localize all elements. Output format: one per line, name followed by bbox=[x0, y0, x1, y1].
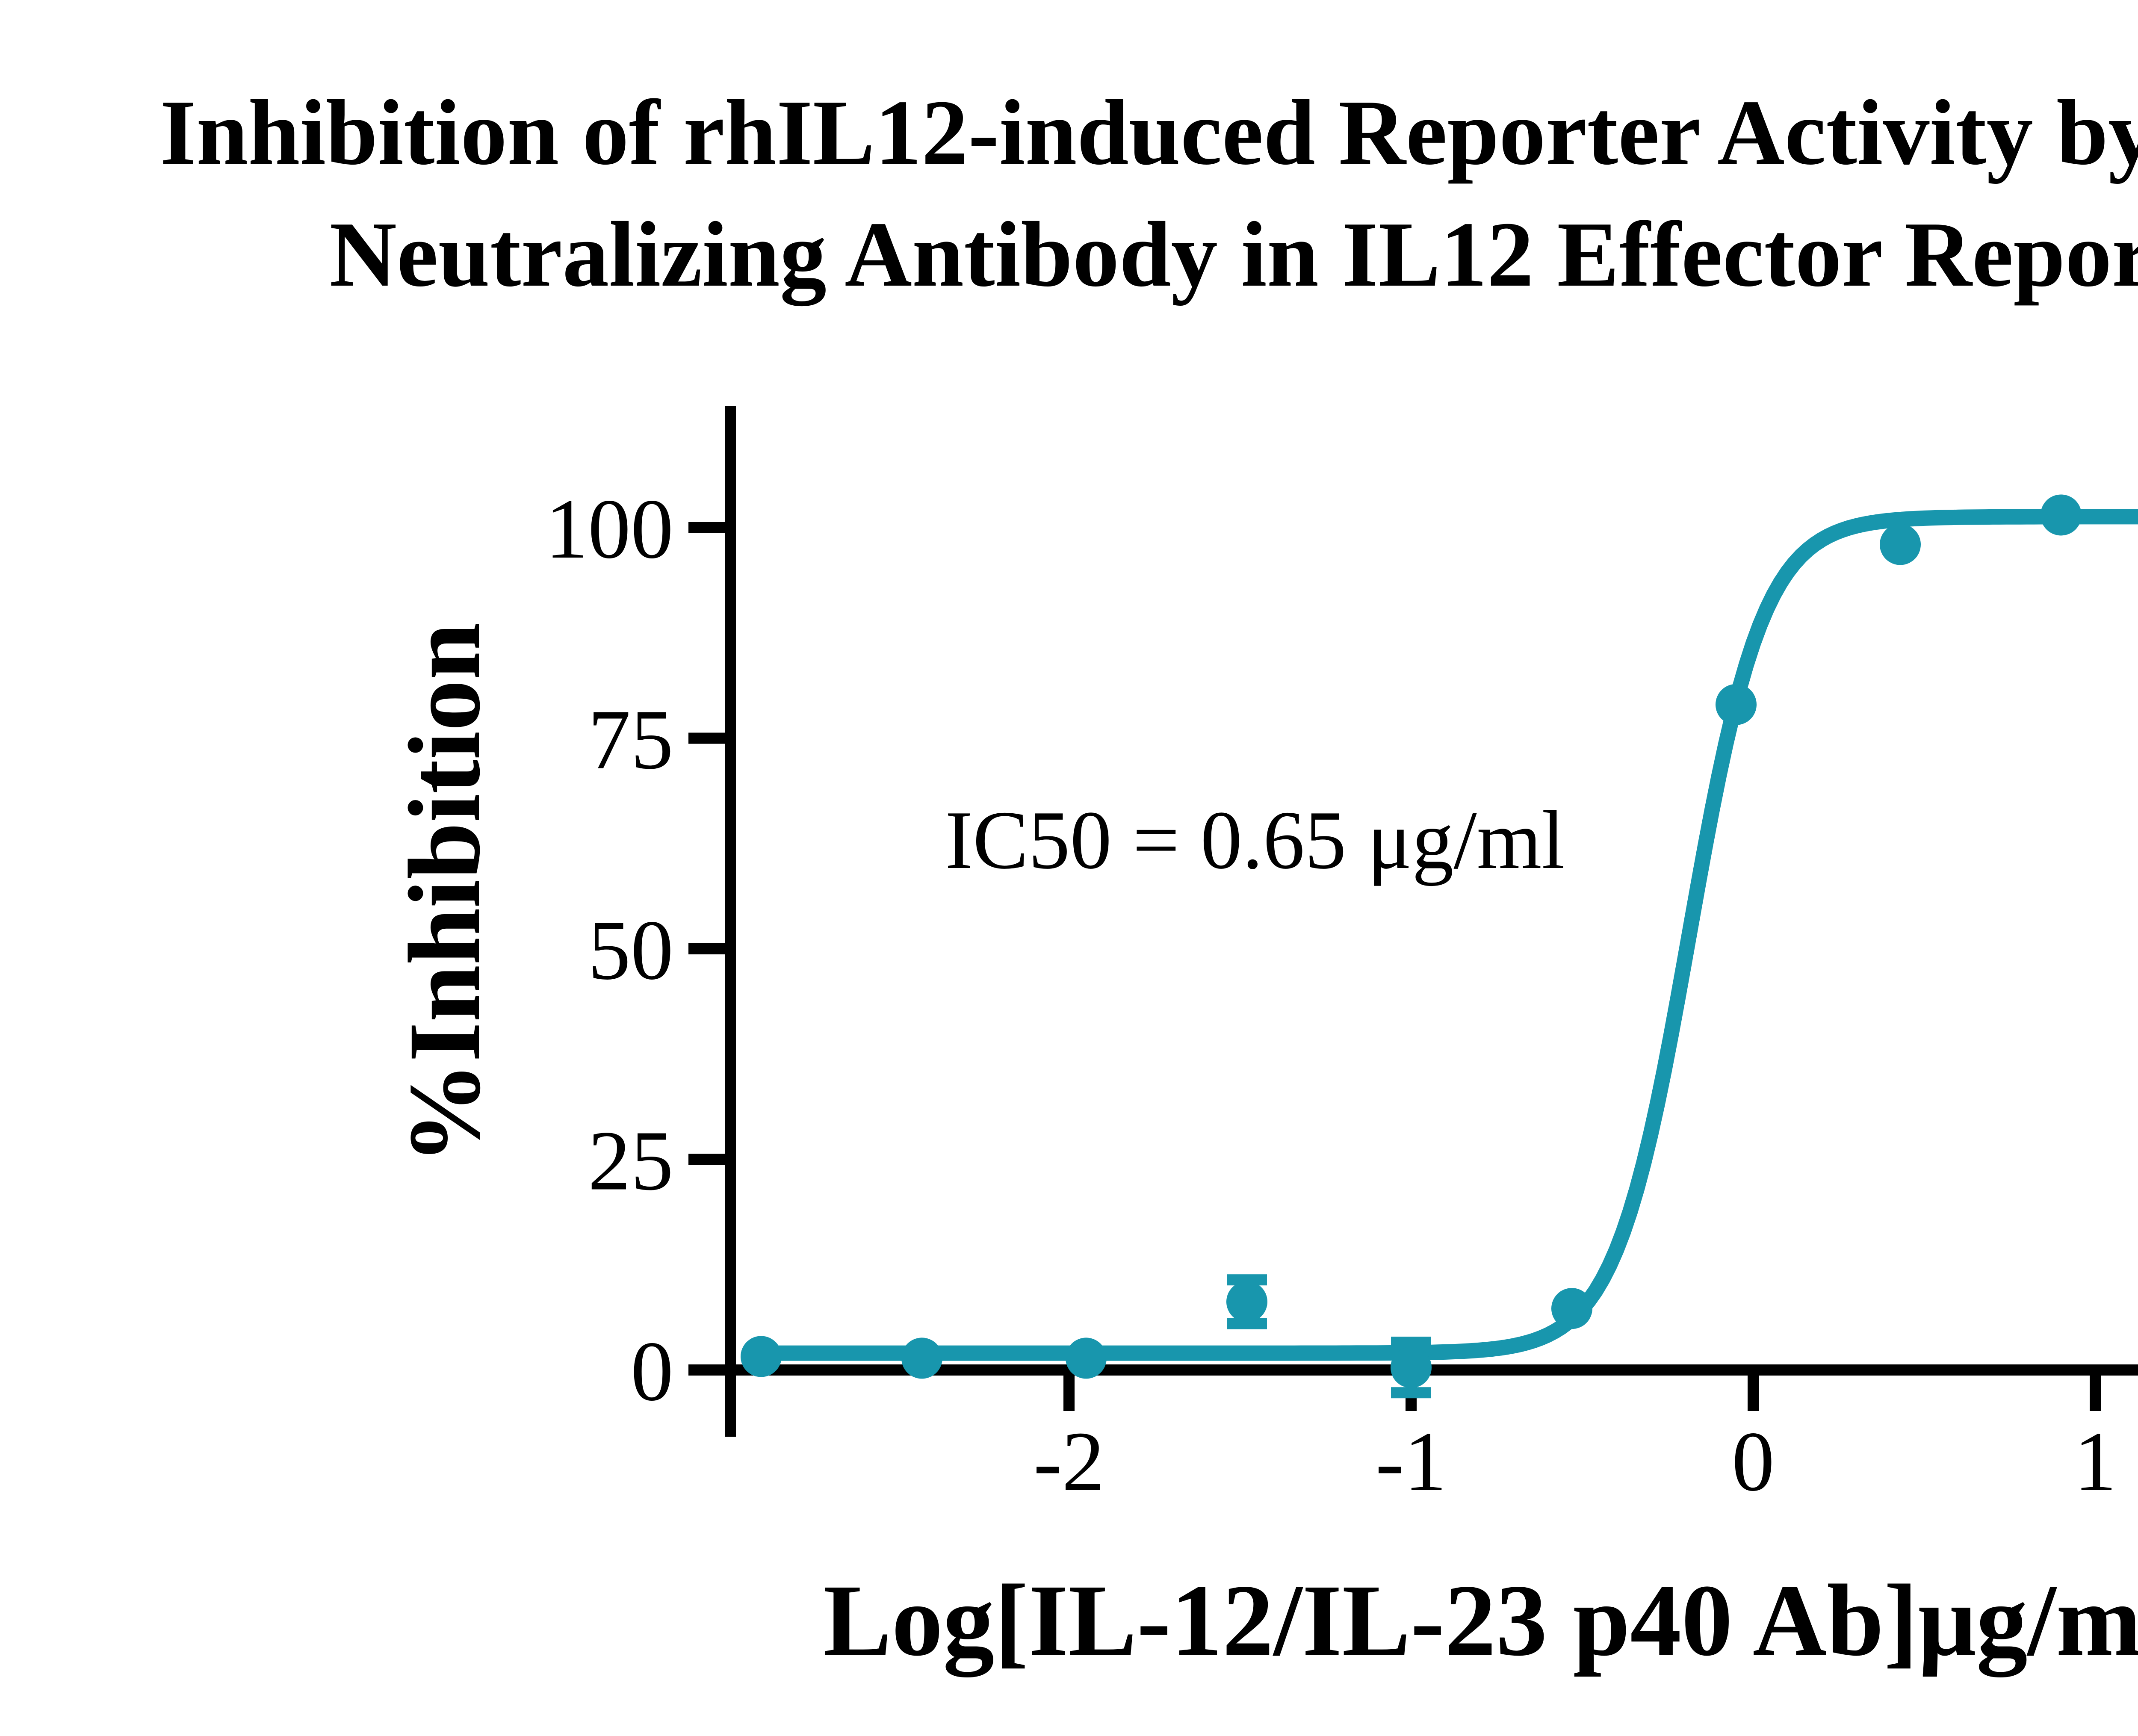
x-axis-title: Log[IL-12/IL-23 p40 Ab]μg/ml bbox=[823, 1563, 2138, 1677]
data-point bbox=[2041, 494, 2082, 536]
x-tick-label: -2 bbox=[1034, 1414, 1105, 1509]
data-point bbox=[1880, 524, 1921, 565]
y-tick-label: 75 bbox=[588, 693, 673, 787]
data-point bbox=[901, 1337, 942, 1379]
y-axis-title: %Inhibition bbox=[387, 623, 501, 1164]
data-point bbox=[741, 1336, 782, 1377]
chart-title: Inhibition of rhIL12-induced Reporter Ac… bbox=[0, 72, 2138, 316]
fit-curve bbox=[753, 509, 2138, 1361]
data-point bbox=[1551, 1288, 1592, 1329]
x-tick-label: -1 bbox=[1376, 1414, 1447, 1509]
x-tick-label: 1 bbox=[2074, 1414, 2117, 1509]
y-tick-label: 100 bbox=[545, 482, 673, 576]
error-bar-cap bbox=[1391, 1336, 1431, 1348]
chart-title-line2: Neutralizing Antibody in IL12 Effector R… bbox=[329, 203, 2138, 306]
data-point bbox=[1226, 1281, 1267, 1323]
data-point bbox=[1066, 1337, 1107, 1379]
data-point bbox=[1391, 1347, 1432, 1388]
chart-title-line1: Inhibition of rhIL12-induced Reporter Ac… bbox=[160, 81, 2138, 184]
y-tick-label: 50 bbox=[588, 903, 673, 998]
ic50-annotation: IC50 = 0.65 μg/ml bbox=[945, 794, 1565, 886]
data-point bbox=[1716, 684, 1757, 725]
error-bar-cap bbox=[1391, 1387, 1431, 1399]
y-tick-label: 25 bbox=[588, 1114, 673, 1208]
x-tick-label: 0 bbox=[1732, 1414, 1775, 1509]
y-tick-label: 0 bbox=[631, 1324, 673, 1419]
